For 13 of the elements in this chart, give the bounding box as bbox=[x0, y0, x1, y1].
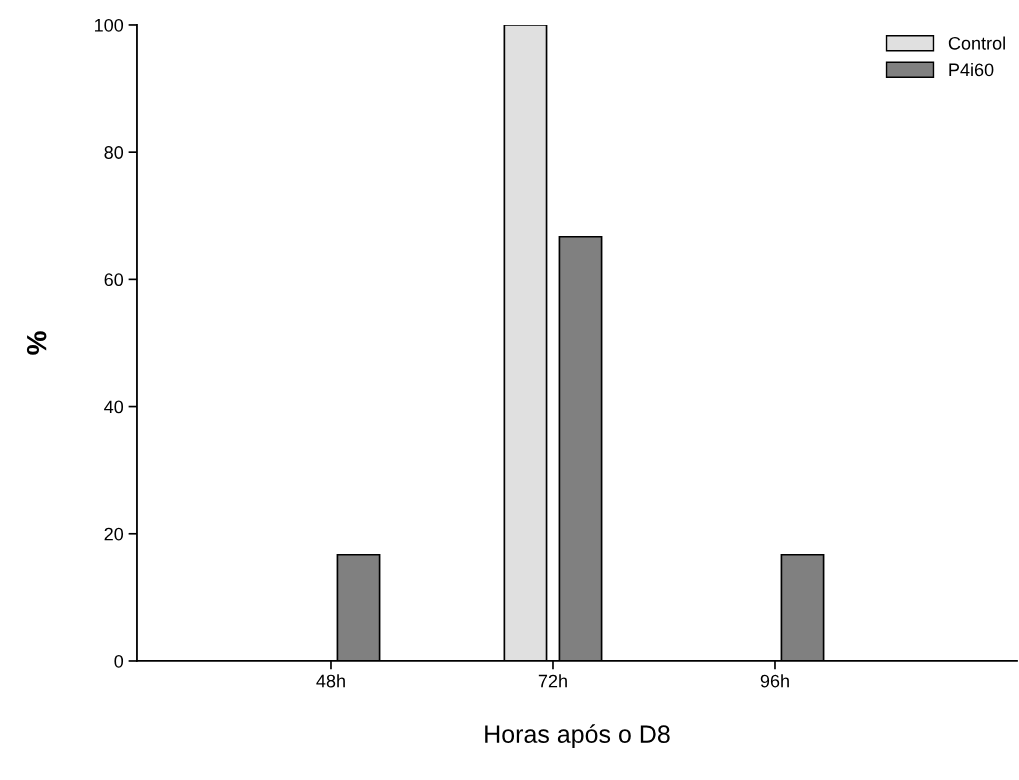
x-axis-title: Horas após o D8 bbox=[485, 724, 670, 748]
y-axis-title: % bbox=[26, 331, 47, 355]
x-tick-label: 72h bbox=[538, 674, 567, 688]
y-tick-label: 100 bbox=[95, 18, 124, 32]
legend-label: Control bbox=[948, 36, 1005, 50]
x-tick-label: 96h bbox=[760, 674, 789, 688]
y-tick-label: 20 bbox=[104, 527, 124, 541]
x-tick-label: 48h bbox=[316, 674, 345, 688]
y-tick-label: 60 bbox=[104, 273, 124, 287]
y-tick-label: 80 bbox=[104, 146, 124, 159]
y-tick-label: 40 bbox=[104, 400, 124, 414]
y-tick-label: 0 bbox=[114, 654, 124, 668]
legend-label: P4i60 bbox=[949, 62, 994, 77]
